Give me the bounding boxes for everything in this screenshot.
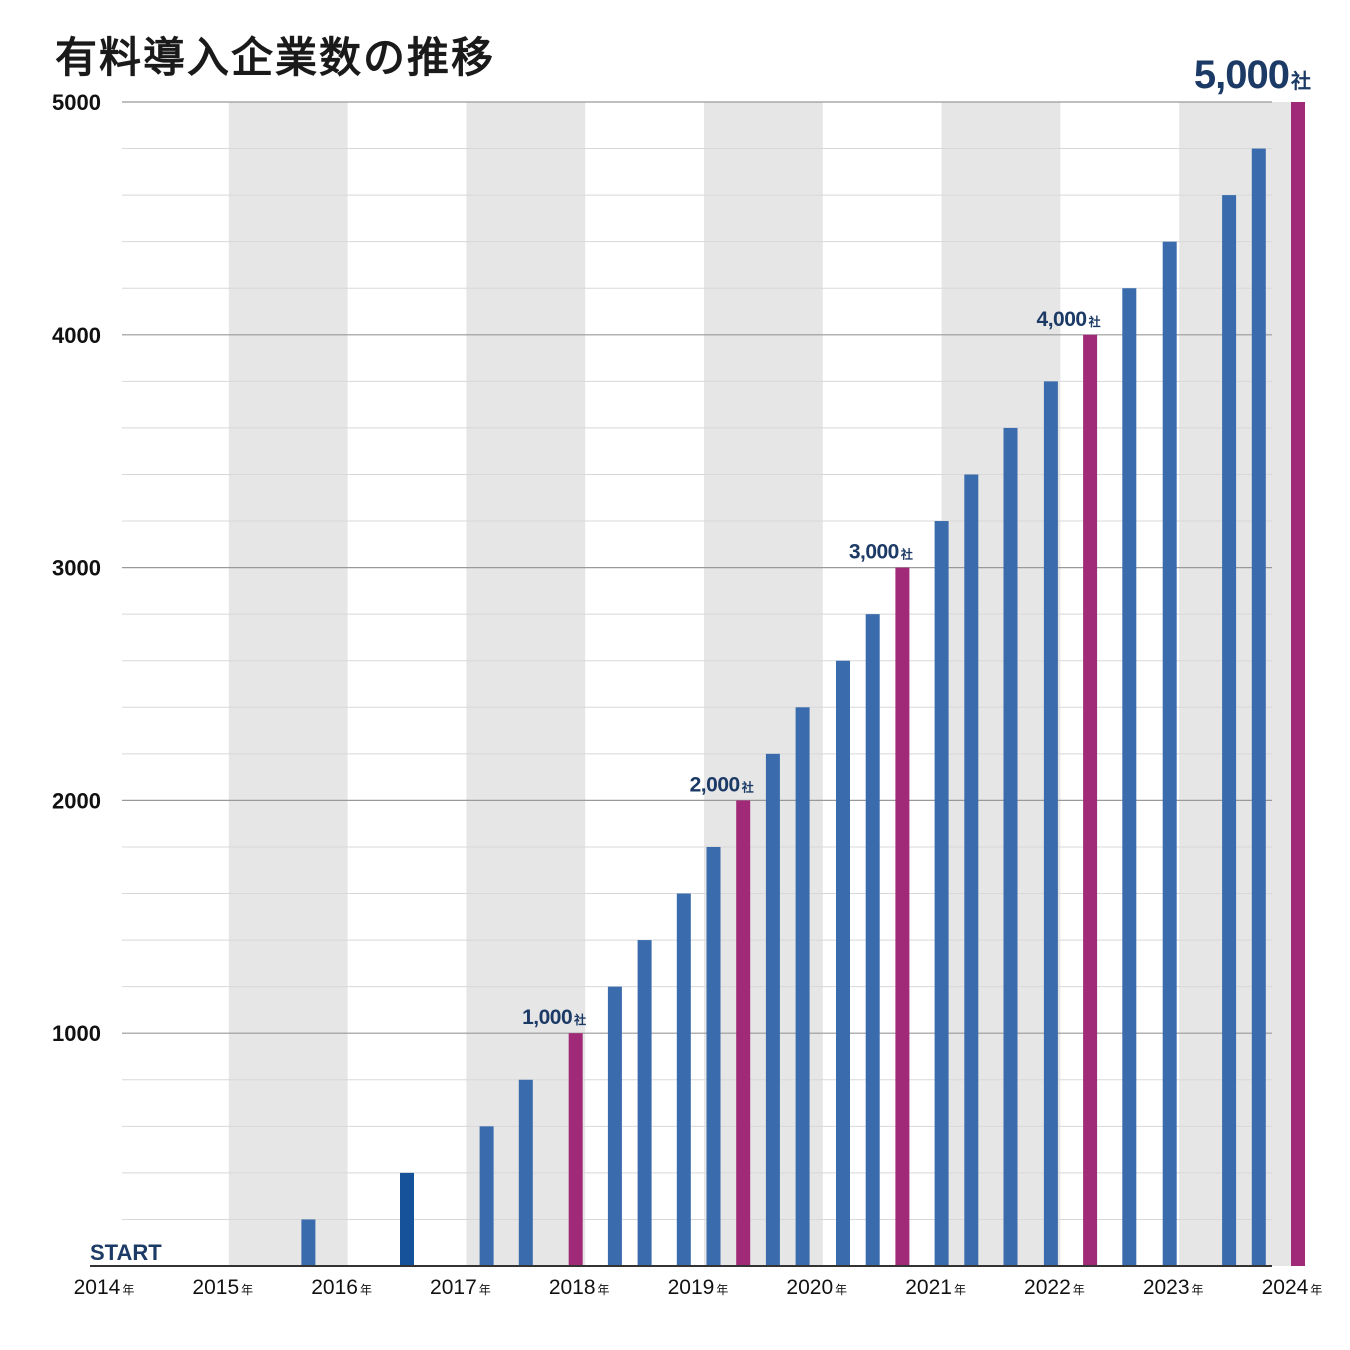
bar-1400 bbox=[637, 940, 652, 1266]
y-tick-label-5000: 5000 bbox=[52, 90, 101, 115]
y-tick-label-1000: 1000 bbox=[52, 1021, 101, 1046]
milestone-label-1000: 1,000 社 bbox=[522, 1006, 586, 1029]
bar-5000 bbox=[1291, 102, 1305, 1266]
bar-4800 bbox=[1251, 148, 1266, 1266]
year-label-2014: 2014 年 bbox=[74, 1276, 135, 1299]
bar-3000 bbox=[895, 567, 910, 1266]
bar-1200 bbox=[607, 986, 622, 1266]
year-band-2021 bbox=[941, 102, 1061, 1266]
bar-4000 bbox=[1083, 334, 1098, 1266]
bar-4200 bbox=[1122, 288, 1137, 1266]
year-label-2024: 2024 年 bbox=[1262, 1276, 1323, 1299]
milestone-labels: 1,000 社 2,000 社 3,000 社 4,000 社 5,000 社 bbox=[522, 53, 1312, 1029]
bar-400 bbox=[400, 1172, 414, 1266]
year-label-2019: 2019 年 bbox=[668, 1276, 729, 1299]
milestone-label-5000: 5,000 社 bbox=[1194, 53, 1311, 97]
y-tick-label-4000: 4000 bbox=[52, 323, 101, 348]
bar-1000 bbox=[568, 1033, 583, 1266]
bar-2200 bbox=[765, 753, 780, 1266]
bar-1800 bbox=[706, 846, 721, 1266]
year-label-2017: 2017 年 bbox=[430, 1276, 491, 1299]
year-label-2015: 2015 年 bbox=[192, 1276, 253, 1299]
bar-4400 bbox=[1162, 241, 1177, 1267]
year-label-2016: 2016 年 bbox=[311, 1276, 372, 1299]
bar-3800 bbox=[1043, 381, 1058, 1266]
milestone-label-3000: 3,000 社 bbox=[849, 541, 913, 564]
year-label-2021: 2021 年 bbox=[905, 1276, 966, 1299]
bar-3400 bbox=[964, 474, 979, 1267]
gridlines bbox=[122, 101, 1272, 1220]
y-tick-label-2000: 2000 bbox=[52, 788, 101, 813]
bar-800 bbox=[518, 1079, 533, 1266]
year-label-2023: 2023 年 bbox=[1143, 1276, 1204, 1299]
year-label-2020: 2020 年 bbox=[786, 1276, 847, 1299]
bar-3600 bbox=[1003, 427, 1018, 1266]
year-band-2023 bbox=[1179, 102, 1298, 1266]
bar-200 bbox=[301, 1219, 316, 1266]
bar-600 bbox=[479, 1126, 494, 1266]
start-label: START bbox=[90, 1240, 162, 1265]
year-band-2017 bbox=[466, 102, 586, 1266]
y-tick-labels: 1000 2000 3000 4000 5000 bbox=[52, 90, 101, 1046]
bars bbox=[301, 102, 1305, 1267]
year-label-2018: 2018 年 bbox=[549, 1276, 610, 1299]
bar-2800 bbox=[865, 614, 880, 1266]
bar-1600 bbox=[676, 893, 691, 1266]
bar-3200 bbox=[934, 521, 949, 1266]
milestone-label-4000: 4,000 社 bbox=[1037, 308, 1101, 331]
bar-2600 bbox=[835, 660, 850, 1266]
year-bands bbox=[228, 102, 1298, 1266]
bar-2000 bbox=[736, 800, 751, 1266]
year-band-2015 bbox=[228, 102, 348, 1266]
chart-title: 有料導入企業数の推移 bbox=[55, 33, 496, 82]
x-axis: START 2014 年 2015 年 2016 年 2017 年 2018 年 2019 年 2020 年… bbox=[74, 1240, 1323, 1299]
bar-2400 bbox=[795, 707, 810, 1266]
bar-4600 bbox=[1222, 195, 1237, 1266]
milestone-label-2000: 2,000 社 bbox=[690, 773, 754, 796]
y-tick-label-3000: 3000 bbox=[52, 556, 101, 581]
year-label-2022: 2022 年 bbox=[1024, 1276, 1085, 1299]
